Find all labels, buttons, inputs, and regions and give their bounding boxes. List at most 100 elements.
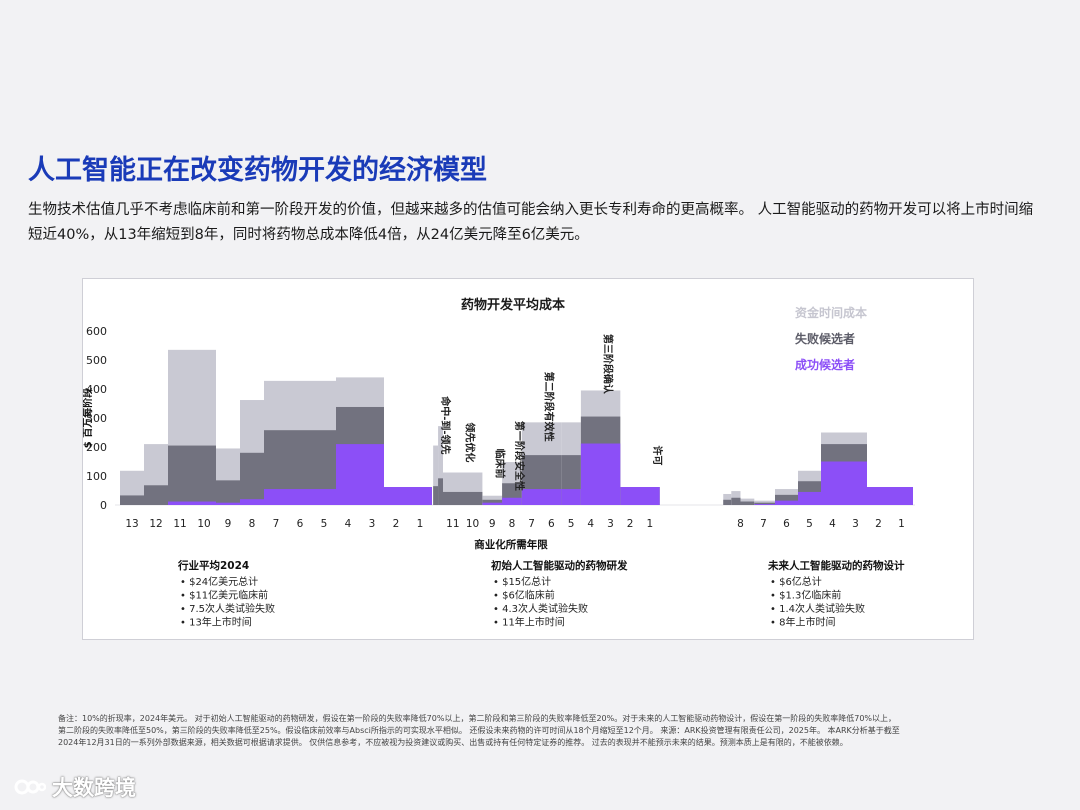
summary-title: 初始人工智能驱动的药物研发 [491, 559, 628, 572]
bar-success [775, 500, 798, 505]
bar-failure [240, 452, 264, 505]
bar-failure [216, 480, 240, 505]
x-tick-label: 13 [125, 518, 138, 530]
x-tick-label: 1 [898, 518, 905, 530]
x-tick-label: 7 [528, 518, 535, 530]
x-tick-label: 4 [345, 518, 352, 530]
footnote-line-1: 备注：10%的折现率，2024年美元。 对于初始人工智能驱动的药物研发，假设在第… [58, 714, 897, 723]
footnote-line-2: 第二阶段的失败率降低至50%，第三阶段的失败率降低至25%。假设临床前效率与Ab… [58, 726, 900, 735]
chart-panel: 药物开发平均成本 0 100 200 300 400 500 600 $ 百万每阶段 13 12 11… [82, 278, 974, 640]
x-tick-label: 9 [489, 518, 496, 530]
bar-success [240, 499, 264, 505]
footnote-line-3: 2024年12月31日的一系列外部数据来源，相关数据可根据请求提供。 仅供信息参… [58, 738, 848, 747]
bar-capital [438, 426, 443, 505]
page-subtitle: 生物技术估值几乎不考虑临床前和第一阶段开发的价值，但越来越多的估值可能会纳入更长… [28, 202, 1034, 243]
bar-success [890, 487, 913, 505]
x-tick-label: 4 [587, 518, 594, 530]
summary-bullet: • $11亿美元临床前 [180, 589, 268, 602]
bar-success [502, 497, 522, 505]
watermark-text: 大数跨境 [52, 776, 136, 800]
bar-success [821, 461, 867, 505]
page-title: 人工智能正在改变药物开发的经济模型 [28, 155, 487, 186]
bar-success [754, 504, 775, 505]
stage-label: 第二阶段有效性 [543, 372, 556, 442]
x-tick-label: 12 [149, 518, 162, 530]
summary-bullet: • $6亿临床前 [493, 589, 555, 602]
summary-bullet: • $6亿总计 [770, 575, 822, 588]
summary-title: 未来人工智能驱动的药物设计 [767, 559, 905, 572]
summary-bullet: • 7.5次人类试验失败 [180, 602, 275, 615]
bar-success [264, 489, 312, 505]
stage-label: 命中-到-领先 [439, 395, 452, 454]
stage-label: 许可 [651, 446, 664, 466]
summary-bullet: • 8年上市时间 [770, 616, 835, 629]
x-tick-label: 11 [173, 518, 186, 530]
y-tick-label: 500 [86, 354, 107, 367]
bar-success [620, 487, 640, 505]
x-tick-label: 7 [273, 518, 280, 530]
bar-failure [740, 501, 755, 505]
bar-success [312, 489, 336, 505]
y-tick-label: 400 [86, 383, 107, 396]
y-tick-label: 600 [86, 325, 107, 338]
bar-capital [433, 445, 439, 505]
x-tick-label: 10 [466, 518, 479, 530]
x-tick-label: 6 [783, 518, 790, 530]
stage-label: 第一阶段安全性 [513, 421, 526, 491]
bar-success [168, 501, 216, 505]
x-tick-label: 8 [737, 518, 744, 530]
x-tick-label: 6 [548, 518, 555, 530]
summary-bullet: • $24亿美元总计 [180, 575, 258, 588]
bar-failure [443, 491, 483, 505]
bar-success [561, 489, 581, 505]
x-tick-label: 1 [647, 518, 654, 530]
footnote: 备注：10%的折现率，2024年美元。 对于初始人工智能驱动的药物研发，假设在第… [58, 713, 1028, 749]
x-tick-label: 7 [760, 518, 767, 530]
bar-success [408, 487, 432, 505]
summary-bullet: • $1.3亿临床前 [770, 589, 841, 602]
x-tick-label: 2 [393, 518, 400, 530]
x-tick-label: 5 [321, 518, 328, 530]
bar-failure [731, 497, 741, 505]
bar-success [798, 491, 821, 505]
x-tick-label: 9 [225, 518, 232, 530]
summary-bullet: • 13年上市时间 [180, 616, 252, 629]
bar-success [580, 443, 621, 505]
bar-success [216, 502, 240, 505]
bar-success [640, 487, 660, 505]
chart-title: 药物开发平均成本 [461, 297, 565, 313]
y-tick-label: 300 [86, 412, 107, 425]
summary-bullet: • 4.3次人类试验失败 [493, 602, 588, 615]
bar-success [384, 487, 408, 505]
stage-label: 临床前 [493, 448, 506, 478]
bar-failure [120, 495, 144, 505]
y-tick-label: 0 [100, 499, 107, 512]
bar-success [336, 444, 384, 505]
x-tick-label: 3 [607, 518, 614, 530]
x-tick-label: 3 [852, 518, 859, 530]
bar-failure [144, 485, 168, 505]
x-tick-label: 4 [829, 518, 836, 530]
bar-failure [168, 445, 216, 505]
y-axis-label: $ 百万每阶段 [83, 388, 94, 448]
stage-label: 第三阶段确认 [602, 334, 615, 395]
bar-failure [433, 486, 439, 505]
bar-failure [438, 478, 443, 505]
x-tick-label: 1 [417, 518, 424, 530]
y-tick-label: 100 [86, 470, 107, 483]
bar-success [482, 502, 503, 505]
x-tick-label: 11 [446, 518, 459, 530]
x-tick-label: 8 [249, 518, 256, 530]
bar-failure [723, 499, 732, 505]
summary-bullet: • 11年上市时间 [493, 616, 565, 629]
x-tick-label: 5 [568, 518, 575, 530]
bar-failure [482, 499, 503, 505]
x-tick-label: 6 [297, 518, 304, 530]
bar-capital [723, 493, 732, 505]
x-tick-label: 5 [806, 518, 813, 530]
x-tick-label: 2 [875, 518, 882, 530]
watermark: 大数跨境 [14, 772, 136, 802]
summary-bullet: • 1.4次人类试验失败 [770, 602, 865, 615]
x-axis-label: 商业化所需年限 [474, 538, 548, 551]
